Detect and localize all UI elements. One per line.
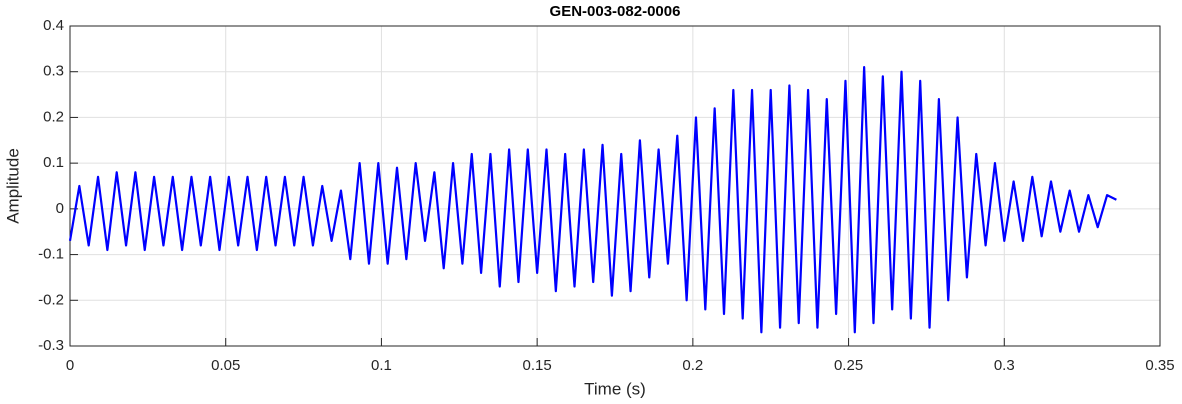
y-tick-label: 0.2 bbox=[43, 108, 64, 125]
x-tick-label: 0.25 bbox=[834, 357, 863, 374]
y-tick-label: 0 bbox=[56, 200, 64, 217]
waveform-line bbox=[68, 66, 1117, 334]
chart-title: GEN-003-082-0006 bbox=[550, 3, 681, 20]
y-axis-label: Amplitude bbox=[3, 148, 22, 224]
y-tick-label: 0.4 bbox=[43, 17, 64, 34]
y-tick-label: -0.3 bbox=[38, 337, 64, 354]
x-tick-label: 0.3 bbox=[994, 357, 1015, 374]
x-tick-label: 0.1 bbox=[371, 357, 392, 374]
x-tick-label: 0.05 bbox=[211, 357, 240, 374]
x-tick-label: 0.2 bbox=[682, 357, 703, 374]
plot-frame bbox=[69, 25, 1161, 347]
x-axis-label: Time (s) bbox=[584, 379, 646, 398]
y-tick-label: -0.2 bbox=[38, 291, 64, 308]
y-tick-label: 0.3 bbox=[43, 63, 64, 80]
x-tick-label: 0.15 bbox=[523, 357, 552, 374]
y-tick-label: 0.1 bbox=[43, 154, 64, 171]
x-tick-label: 0 bbox=[66, 357, 74, 374]
x-tick-label: 0.35 bbox=[1145, 357, 1174, 374]
y-tick-label: -0.1 bbox=[38, 246, 64, 263]
